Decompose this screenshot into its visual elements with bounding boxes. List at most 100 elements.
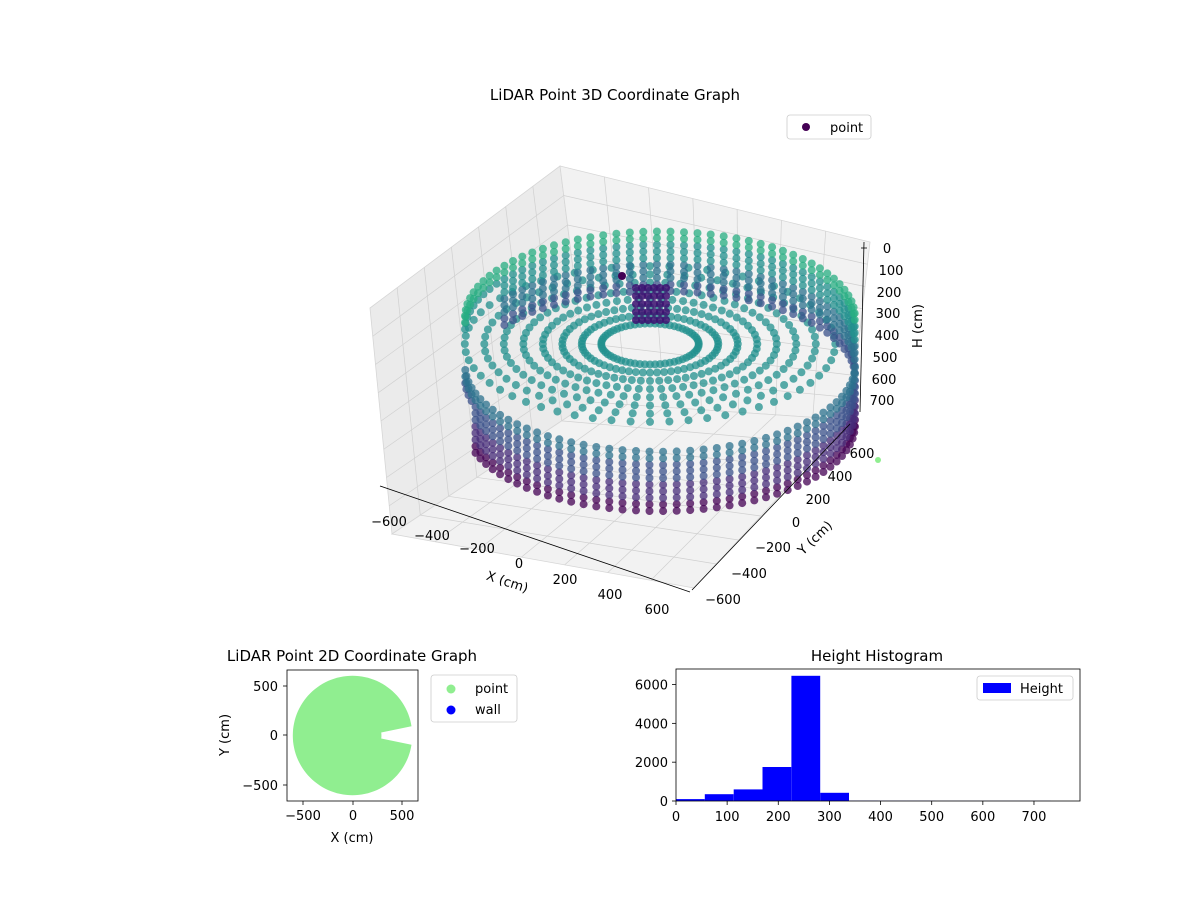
chart-3d-point — [555, 474, 564, 483]
histogram-legend: Height — [976, 675, 1074, 701]
chart-3d-point — [639, 241, 648, 249]
chart-2d-y-label: Y (cm) — [218, 714, 233, 757]
chart-3d-point — [646, 409, 654, 418]
chart-3d-point — [592, 462, 601, 471]
chart-3d-point — [756, 299, 765, 308]
chart-3d-point — [783, 479, 792, 488]
chart-3d-point — [826, 410, 835, 418]
chart-3d-point — [646, 417, 654, 426]
chart-2d-ytick: −500 — [242, 779, 278, 794]
chart-3d-point — [826, 416, 835, 425]
chart-3d-point — [732, 389, 740, 398]
chart-3d-point — [706, 237, 715, 246]
chart-3d-point — [645, 454, 654, 463]
chart-3d-point — [600, 398, 609, 407]
chart-3d-point — [550, 274, 558, 283]
chart-3d-xtick: 200 — [553, 573, 578, 588]
chart-3d-point — [612, 297, 621, 306]
chart-3d-point — [586, 253, 595, 261]
chart-3d-point — [693, 248, 702, 257]
chart-3d-point — [652, 247, 661, 256]
chart-3d-point — [738, 499, 747, 508]
chart-3d-point — [652, 234, 661, 243]
chart-3d-point — [619, 287, 628, 296]
chart-3d-point — [482, 400, 491, 409]
chart-3d-point — [538, 251, 547, 260]
chart-3d-point — [644, 284, 652, 292]
chart-3d-point — [680, 241, 688, 250]
chart-3d-point — [518, 305, 527, 314]
chart-3d-point — [631, 368, 640, 377]
chart-3d-point — [500, 294, 509, 303]
chart-3d-ytick: −400 — [731, 567, 767, 582]
chart-3d-point — [481, 347, 490, 356]
chart-3d-point — [533, 481, 542, 490]
chart-3d-point — [530, 361, 539, 370]
chart-3d-point — [704, 312, 713, 321]
chart-3d-point — [811, 446, 820, 455]
chart-3d-point — [561, 238, 570, 247]
chart-3d-point — [712, 450, 721, 459]
chart-3d-point — [612, 229, 621, 238]
chart-3d-title: LiDAR Point 3D Coordinate Graph — [490, 86, 740, 104]
chart-3d-x-ticks: −600 −400 −200 0 200 400 600 — [371, 515, 669, 618]
chart-3d-ztick: 300 — [876, 307, 901, 322]
chart-3d-point — [535, 391, 544, 400]
chart-3d-point — [699, 471, 708, 480]
chart-3d-xtick: 400 — [598, 588, 623, 603]
chart-3d-point — [522, 386, 531, 395]
chart-3d-point — [798, 294, 807, 303]
chart-3d-z-label: H (cm) — [911, 304, 926, 348]
chart-3d-point — [625, 228, 634, 237]
chart-3d-point — [561, 271, 570, 280]
chart-3d-point — [811, 340, 820, 348]
histogram-xtick: 300 — [817, 810, 842, 825]
chart-3d-point — [673, 375, 682, 384]
chart-3d-point — [819, 421, 828, 430]
chart-3d-point — [667, 367, 676, 376]
chart-3d-point — [744, 276, 753, 285]
chart-3d-point — [586, 246, 595, 255]
chart-3d-point — [679, 297, 688, 306]
chart-3d-point — [567, 491, 576, 500]
chart-3d-point — [612, 282, 621, 291]
chart-3d-point — [699, 465, 708, 474]
chart-3d-point — [706, 283, 715, 292]
chart-3d-point — [706, 250, 715, 259]
histogram-ytick: 6000 — [635, 679, 668, 694]
chart-3d-point — [699, 504, 708, 513]
chart-3d-point — [579, 440, 588, 449]
chart-3d-point — [605, 497, 614, 506]
chart-3d-point — [513, 420, 522, 429]
chart-3d-point — [464, 377, 473, 386]
chart-3d-point — [657, 384, 666, 393]
chart-3d-point — [522, 464, 531, 473]
chart-3d-point — [504, 475, 513, 484]
chart-3d-point — [706, 230, 715, 239]
chart-3d-point — [793, 455, 802, 464]
chart-3d-point — [748, 308, 757, 317]
chart-3d-point — [832, 450, 841, 459]
chart-3d-point — [778, 246, 787, 255]
chart-3d-xtick: 600 — [645, 603, 670, 618]
chart-3d-point — [699, 498, 708, 507]
chart-3d-point — [684, 416, 693, 425]
chart-3d-point — [599, 237, 608, 246]
chart-3d-point — [656, 308, 664, 316]
chart-2d-ytick: 0 — [270, 729, 278, 744]
chart-3d-point — [625, 254, 634, 263]
chart-3d-point — [744, 289, 753, 298]
chart-3d-point — [496, 430, 505, 439]
chart-3d-point — [625, 287, 634, 296]
chart-3d-point — [570, 411, 579, 420]
chart-3d-point — [762, 473, 770, 482]
chart-3d-point — [680, 234, 688, 243]
chart-3d-point — [732, 241, 741, 249]
chart-3d-point — [509, 283, 517, 292]
chart-2d-title: LiDAR Point 2D Coordinate Graph — [227, 647, 477, 665]
chart-3d-point — [803, 424, 811, 433]
chart-3d-point — [652, 273, 661, 282]
chart-3d-point — [469, 315, 478, 324]
chart-3d-point — [536, 313, 545, 322]
chart-3d-point — [712, 503, 721, 512]
